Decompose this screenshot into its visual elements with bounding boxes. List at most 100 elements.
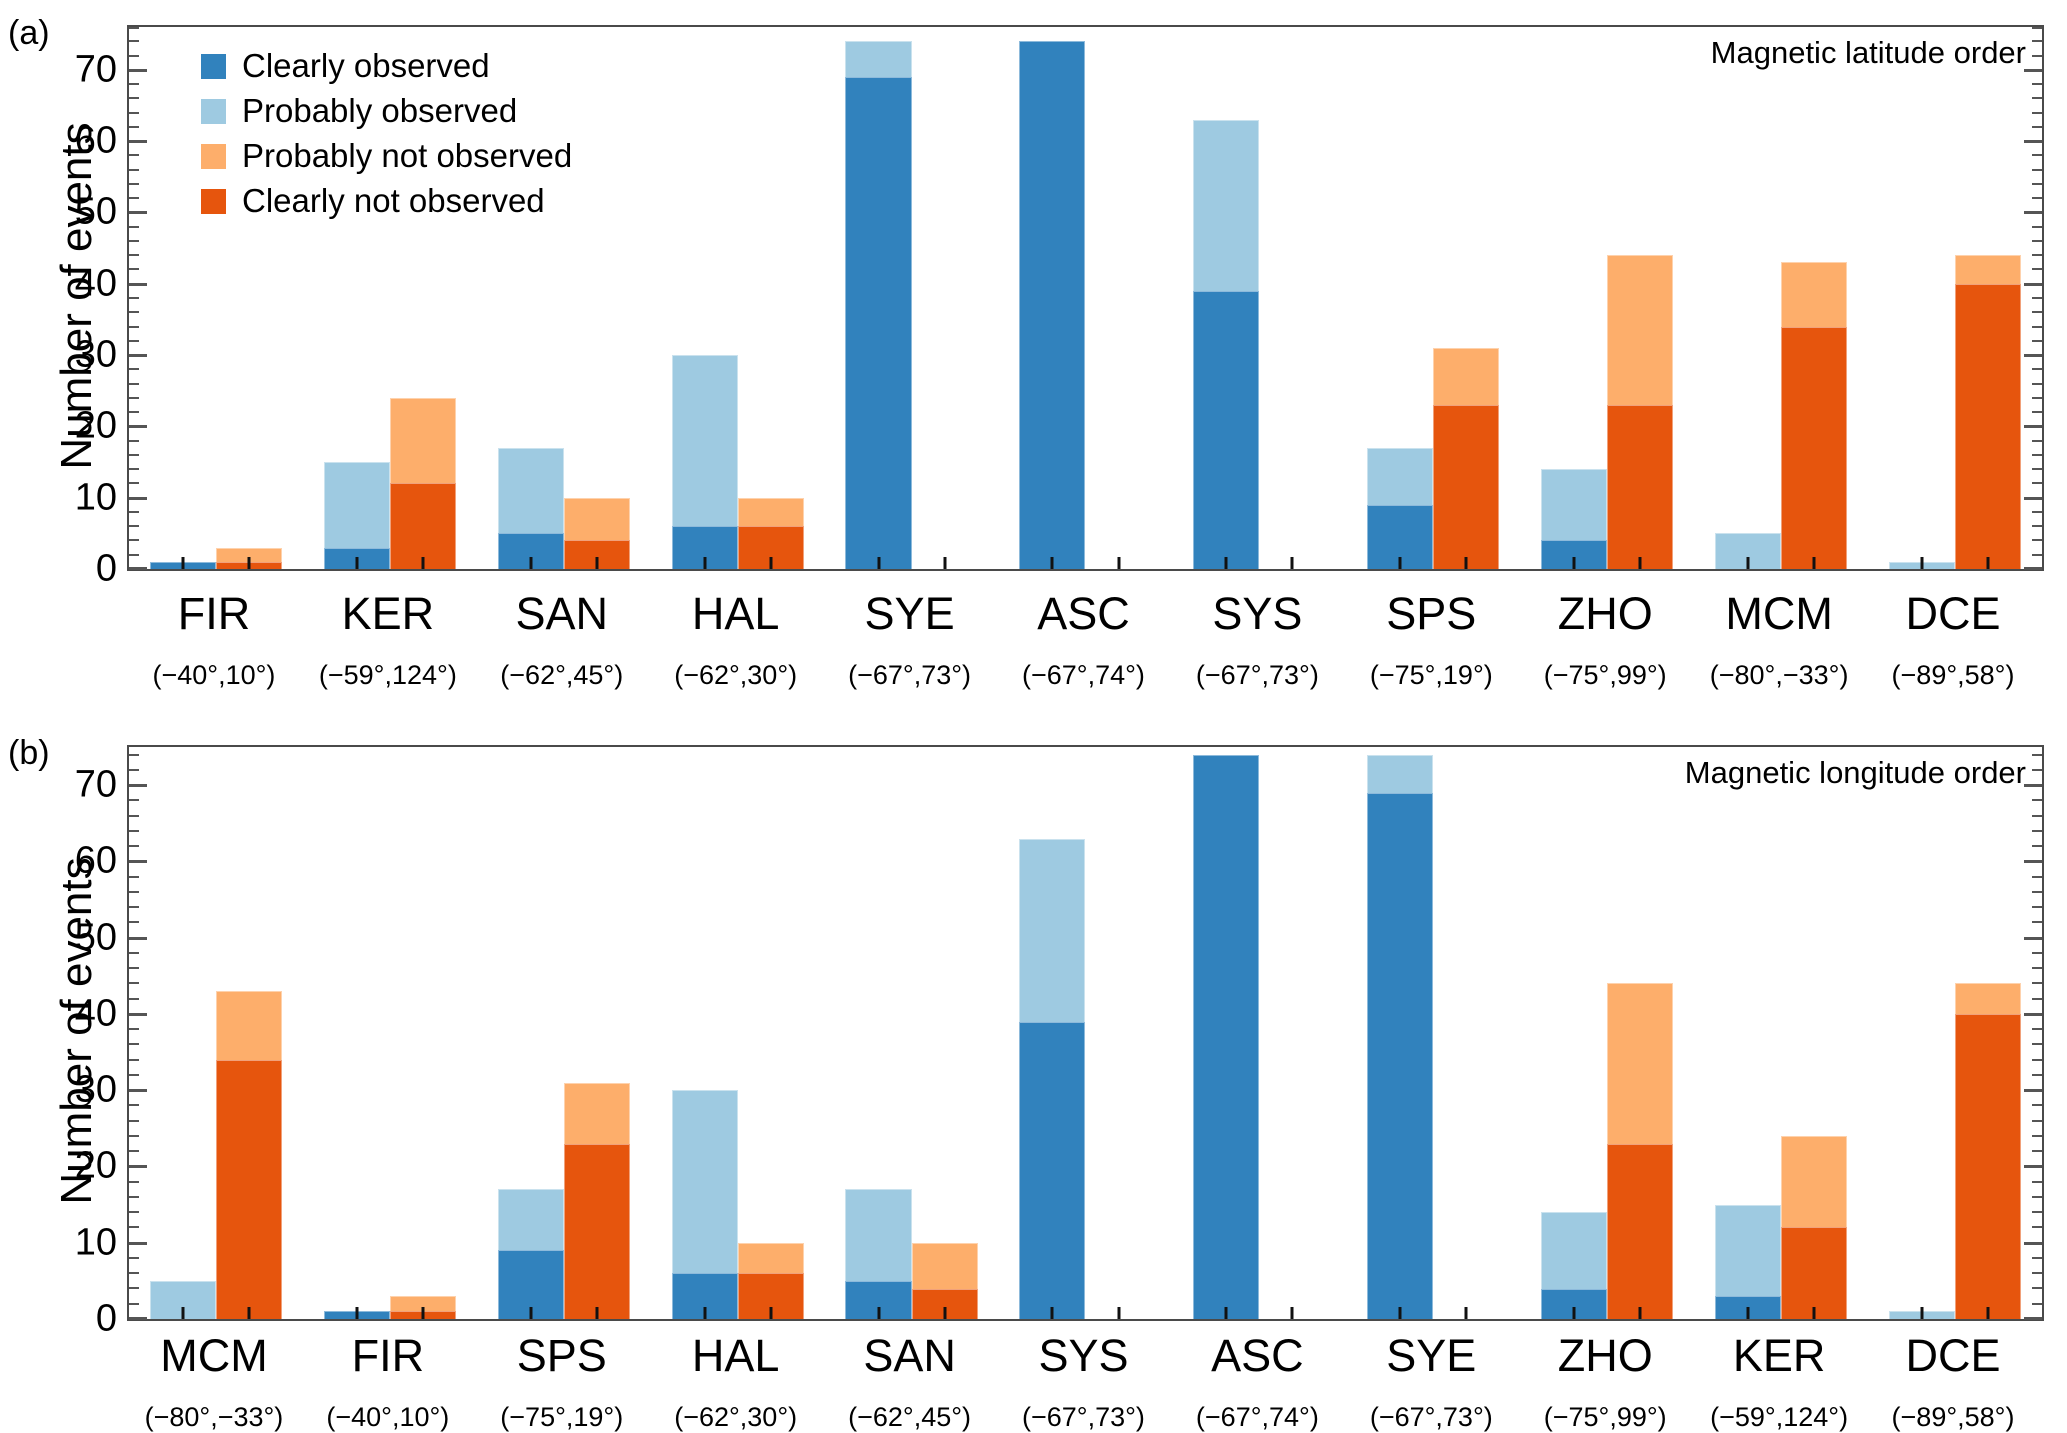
bar-group-ZHO xyxy=(1520,747,1694,1319)
stacked-bar-not_observed-SPS xyxy=(1433,347,1500,569)
x-tick-mark xyxy=(1572,1307,1576,1319)
y-minor-tick xyxy=(129,967,139,970)
bar-segment-probably_not_observed-ZHO xyxy=(1607,255,1674,405)
y-tick-label-10: 10 xyxy=(74,476,117,519)
y-tick-label-30: 30 xyxy=(74,333,117,376)
y-minor-tick xyxy=(129,439,139,442)
y-minor-tick xyxy=(2032,829,2042,832)
station-name-label: SAN xyxy=(515,588,609,639)
legend-swatch-icon xyxy=(201,53,226,79)
stacked-bar-not_observed-KER xyxy=(1781,1135,1848,1319)
station-name-label: ASC xyxy=(1037,588,1130,639)
y-minor-tick xyxy=(2032,875,2042,878)
bar-segment-clearly_not_observed-KER xyxy=(389,483,456,569)
station-coords-label: (−62°,45°) xyxy=(500,660,624,690)
bar-segment-clearly_not_observed-DCE xyxy=(1955,283,2022,569)
station-coords-label: (−75°,19°) xyxy=(1369,660,1493,690)
x-tick-mark xyxy=(1638,557,1642,569)
y-minor-tick xyxy=(129,468,139,471)
y-major-tick xyxy=(129,1317,147,1320)
y-major-tick xyxy=(2024,1241,2042,1245)
x-tick-mark xyxy=(421,1307,425,1319)
y-minor-tick xyxy=(2032,1302,2042,1305)
bar-segment-probably_not_observed-FIR xyxy=(389,1296,456,1312)
bar-segment-probably_observed-SPS xyxy=(1367,447,1434,505)
legend-item-3: Clearly not observed xyxy=(201,184,572,218)
y-major-tick xyxy=(129,211,147,215)
y-minor-tick xyxy=(129,111,139,114)
y-minor-tick xyxy=(2032,1272,2042,1275)
y-minor-tick xyxy=(129,906,139,909)
stacked-bar-observed-ZHO xyxy=(1541,1212,1608,1319)
y-minor-tick xyxy=(2032,482,2042,485)
y-major-tick xyxy=(2024,567,2042,570)
station-coords-label: (−62°,30°) xyxy=(674,660,798,690)
y-minor-tick xyxy=(129,1302,139,1305)
y-minor-tick xyxy=(2032,845,2042,848)
bar-group-FIR xyxy=(129,27,303,569)
y-tick-label-70: 70 xyxy=(74,48,117,91)
y-minor-tick xyxy=(2032,182,2042,185)
station-name-label: FIR xyxy=(177,588,251,639)
y-minor-tick xyxy=(129,1256,139,1259)
station-name-label: ASC xyxy=(1211,1330,1304,1381)
stacked-bar-observed-ASC xyxy=(1193,754,1260,1319)
y-minor-tick xyxy=(129,1211,139,1214)
bar-group-MCM xyxy=(129,747,303,1319)
x-tick-mark xyxy=(1638,1307,1642,1319)
y-tick-label-40: 40 xyxy=(74,992,117,1035)
y-minor-tick xyxy=(2032,1104,2042,1107)
panel-b-bars xyxy=(129,747,2042,1319)
stacked-bar-not_observed-KER xyxy=(389,397,456,569)
y-major-tick xyxy=(2024,860,2042,864)
bar-segment-probably_observed-SYE xyxy=(845,41,912,77)
y-minor-tick xyxy=(2032,553,2042,556)
y-tick-label-0: 0 xyxy=(95,1297,117,1340)
y-minor-tick xyxy=(129,40,139,43)
y-minor-tick xyxy=(2032,382,2042,385)
x-tick-mark xyxy=(877,557,881,569)
y-major-tick xyxy=(2024,1089,2042,1093)
y-minor-tick xyxy=(129,951,139,954)
station-coords-label: (−67°,73°) xyxy=(848,660,972,690)
y-minor-tick xyxy=(129,396,139,399)
y-minor-tick xyxy=(2032,1043,2042,1046)
y-minor-tick xyxy=(129,1073,139,1076)
y-minor-tick xyxy=(129,829,139,832)
y-minor-tick xyxy=(2032,439,2042,442)
x-tick-mark xyxy=(247,557,251,569)
station-name-label: SYS xyxy=(1212,588,1303,639)
y-minor-tick xyxy=(129,553,139,556)
y-minor-tick xyxy=(129,799,139,802)
y-minor-tick xyxy=(2032,1287,2042,1290)
y-minor-tick xyxy=(129,1104,139,1107)
legend: Clearly observed Probably observed Probabl… xyxy=(201,49,572,229)
y-minor-tick xyxy=(2032,906,2042,909)
y-minor-tick xyxy=(129,1226,139,1229)
x-label-SAN: SAN (−62°,45°) xyxy=(475,588,649,691)
x-tick-mark xyxy=(1050,557,1054,569)
station-coords-label: (−59°,124°) xyxy=(318,660,457,690)
legend-item-label: Clearly observed xyxy=(242,47,490,84)
panel-b-plot-area: Magnetic longitude order 0 10 20 30 40 50 60 70 xyxy=(75,745,2044,1340)
bar-group-DCE xyxy=(1868,27,2042,569)
y-major-tick xyxy=(2024,282,2042,286)
y-major-tick xyxy=(129,496,147,500)
bar-segment-probably_not_observed-DCE xyxy=(1955,983,2022,1014)
x-label-SYE: SYE (−67°,73°) xyxy=(823,588,997,691)
stacked-bar-observed-SAN xyxy=(845,1189,912,1319)
bar-segment-probably_not_observed-MCM xyxy=(1781,262,1848,327)
station-name-label: DCE xyxy=(1905,588,2001,639)
bar-segment-probably_not_observed-KER xyxy=(389,397,456,484)
stacked-bar-observed-HAL xyxy=(671,1090,738,1319)
bar-segment-probably_observed-HAL xyxy=(671,355,738,527)
x-tick-mark xyxy=(877,1307,881,1319)
stacked-bar-observed-SYE xyxy=(1367,754,1434,1319)
bar-group-SYS xyxy=(999,747,1173,1319)
y-tick-label-70: 70 xyxy=(74,763,117,806)
station-name-label: ZHO xyxy=(1557,588,1653,639)
y-major-tick xyxy=(2024,784,2042,788)
y-minor-tick xyxy=(2032,510,2042,513)
y-minor-tick xyxy=(129,382,139,385)
y-minor-tick xyxy=(2032,40,2042,43)
